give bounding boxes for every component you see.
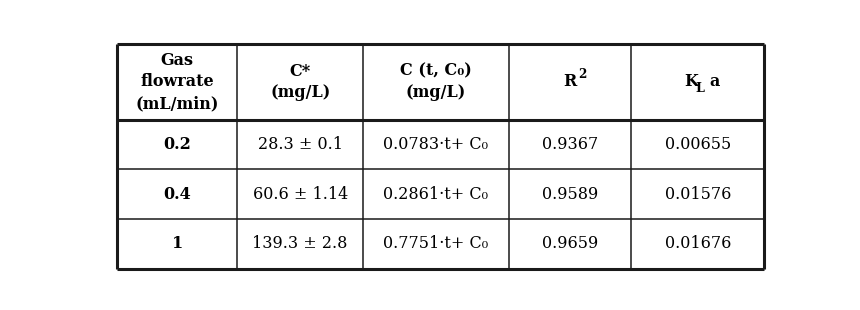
Text: 0.2: 0.2 — [163, 136, 191, 153]
Text: 28.3 ± 0.1: 28.3 ± 0.1 — [258, 136, 342, 153]
Text: K: K — [684, 73, 697, 91]
Text: 0.9659: 0.9659 — [542, 235, 599, 252]
Text: 0.4: 0.4 — [163, 186, 191, 203]
Text: L: L — [695, 82, 704, 95]
Text: R: R — [563, 73, 577, 91]
Text: C*
(mg/L): C* (mg/L) — [270, 63, 330, 101]
Text: 1: 1 — [172, 235, 183, 252]
Text: Gas
flowrate
(mL/min): Gas flowrate (mL/min) — [136, 52, 219, 112]
Text: 0.2861·t+ C₀: 0.2861·t+ C₀ — [384, 186, 488, 203]
Text: 0.00655: 0.00655 — [665, 136, 731, 153]
Text: a: a — [710, 73, 720, 91]
Text: 60.6 ± 1.14: 60.6 ± 1.14 — [253, 186, 347, 203]
Text: 0.7751·t+ C₀: 0.7751·t+ C₀ — [384, 235, 488, 252]
Text: 0.0783·t+ C₀: 0.0783·t+ C₀ — [384, 136, 488, 153]
Text: C (t, C₀)
(mg/L): C (t, C₀) (mg/L) — [400, 63, 472, 101]
Text: 2: 2 — [578, 68, 587, 81]
Text: 0.01576: 0.01576 — [665, 186, 731, 203]
Text: 139.3 ± 2.8: 139.3 ± 2.8 — [253, 235, 347, 252]
Text: 0.9589: 0.9589 — [542, 186, 599, 203]
Text: 0.01676: 0.01676 — [665, 235, 731, 252]
Text: 0.9367: 0.9367 — [542, 136, 599, 153]
